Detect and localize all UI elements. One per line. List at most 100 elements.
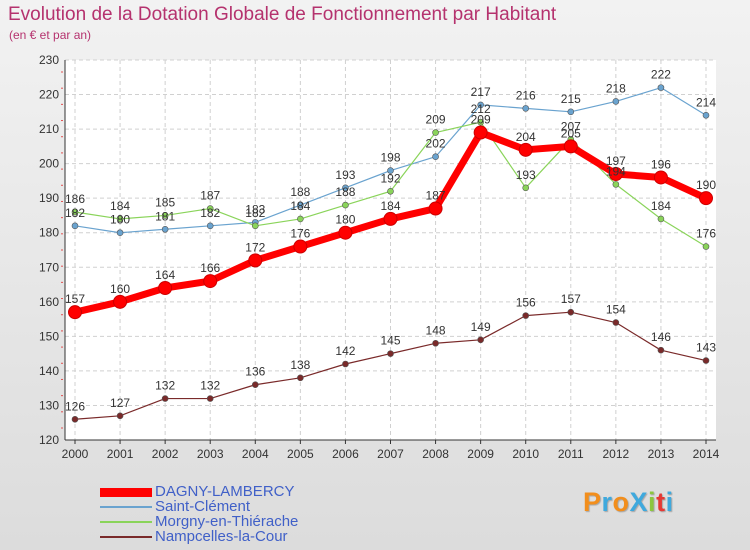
data-point <box>657 346 665 354</box>
x-tick-label: 2003 <box>197 447 224 461</box>
data-label: 222 <box>651 68 671 82</box>
data-point <box>477 118 484 126</box>
x-tick-label: 2008 <box>422 447 449 461</box>
data-point <box>342 184 349 192</box>
data-point <box>563 139 578 154</box>
y-tick-label: 170 <box>39 260 59 274</box>
data-label: 157 <box>65 292 85 306</box>
legend-label: Saint-Clément <box>155 498 251 515</box>
data-label: 197 <box>606 154 626 168</box>
data-point <box>68 305 82 320</box>
data-point <box>161 225 169 233</box>
data-point <box>657 84 665 91</box>
data-point <box>71 222 79 230</box>
data-label: 154 <box>606 303 626 317</box>
data-label: 142 <box>335 344 355 358</box>
data-label: 196 <box>651 157 671 171</box>
data-point <box>297 374 304 382</box>
data-label: 207 <box>561 119 581 133</box>
data-point <box>116 229 124 237</box>
data-label: 148 <box>426 323 446 337</box>
data-point <box>342 360 349 368</box>
x-tick-label: 2011 <box>558 447 584 461</box>
data-label: 180 <box>335 213 355 227</box>
brand-letter: X <box>629 487 649 517</box>
data-point <box>518 142 533 157</box>
data-point <box>432 339 439 347</box>
data-point <box>432 129 439 136</box>
data-label: 176 <box>696 227 716 241</box>
data-label: 184 <box>651 199 671 213</box>
data-label: 198 <box>380 151 400 165</box>
data-label: 176 <box>290 227 310 241</box>
data-point <box>206 205 214 212</box>
data-label: 204 <box>516 130 536 144</box>
data-label: 193 <box>516 168 536 182</box>
data-point <box>428 201 443 216</box>
data-point <box>71 208 79 216</box>
data-label: 182 <box>65 206 85 220</box>
y-tick-label: 190 <box>39 191 59 205</box>
y-tick-label: 180 <box>39 226 59 240</box>
y-tick-label: 200 <box>39 157 59 171</box>
data-label: 182 <box>245 206 265 220</box>
brand-letter: t <box>656 487 666 517</box>
data-label: 181 <box>155 209 175 223</box>
data-label: 136 <box>245 365 265 379</box>
data-point <box>248 253 263 268</box>
brand-letter: r <box>601 487 613 517</box>
data-point <box>702 243 710 250</box>
legend-label: DAGNY-LAMBERCY <box>155 483 295 500</box>
data-point <box>702 357 710 364</box>
x-tick-label: 2013 <box>648 447 675 461</box>
data-label: 180 <box>110 213 130 227</box>
data-point <box>522 312 530 319</box>
y-tick-label: 210 <box>39 122 59 136</box>
x-tick-label: 2001 <box>107 447 134 461</box>
x-tick-label: 2009 <box>467 447 494 461</box>
data-label: 218 <box>606 81 626 95</box>
data-point <box>116 215 124 223</box>
data-point <box>251 222 259 230</box>
data-label: 212 <box>471 102 491 116</box>
data-label: 188 <box>335 185 355 199</box>
data-label: 164 <box>155 268 175 282</box>
data-point <box>567 108 575 116</box>
data-label: 194 <box>606 164 626 178</box>
data-point <box>158 281 173 295</box>
data-label: 190 <box>696 178 716 192</box>
data-label: 187 <box>200 189 220 203</box>
x-tick-label: 2000 <box>62 447 89 461</box>
legend-swatch <box>100 536 152 538</box>
data-label: 186 <box>65 192 85 206</box>
data-label: 215 <box>561 92 581 106</box>
legend-label: Nampcelles-la-Cour <box>155 528 288 545</box>
data-point <box>567 308 575 316</box>
brand-logo: ProXiti <box>583 487 674 518</box>
legend-swatch <box>100 488 152 497</box>
brand-letter: P <box>583 487 602 517</box>
data-point <box>297 215 304 223</box>
x-tick-label: 2010 <box>512 447 539 461</box>
data-label: 146 <box>651 330 671 344</box>
data-point <box>387 167 394 174</box>
data-point <box>387 187 394 195</box>
y-tick-label: 140 <box>39 364 59 378</box>
x-tick-label: 2004 <box>242 447 269 461</box>
brand-letter: i <box>665 487 674 517</box>
data-label: 193 <box>335 168 355 182</box>
data-label: 149 <box>471 320 491 334</box>
data-label: 172 <box>245 240 265 254</box>
data-label: 188 <box>290 185 310 199</box>
data-point <box>477 101 484 109</box>
data-label: 126 <box>65 399 85 413</box>
brand-letter: i <box>648 487 657 517</box>
legend-label: Morgny-en-Thiérache <box>155 513 299 530</box>
y-tick-label: 120 <box>39 433 59 447</box>
data-label: 156 <box>516 296 536 310</box>
data-point <box>612 98 620 105</box>
data-point <box>293 239 308 254</box>
data-label: 209 <box>471 113 491 127</box>
data-point <box>522 105 530 112</box>
